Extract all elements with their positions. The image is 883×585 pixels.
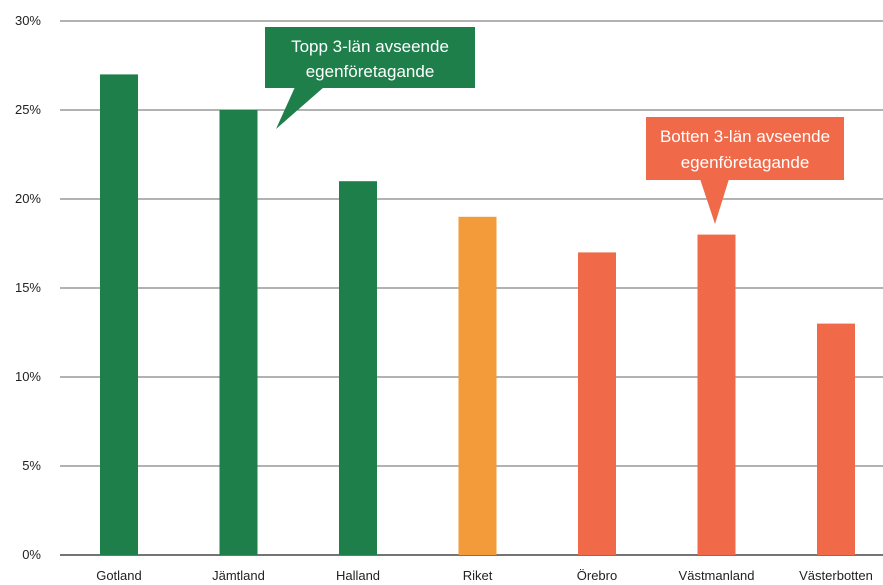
callout-top-pointer [276, 87, 324, 129]
y-tick-label: 10% [15, 369, 41, 384]
gridlines [60, 20, 883, 556]
callout-bottom-box [646, 117, 844, 180]
y-tick-label: 15% [15, 280, 41, 295]
bar [817, 323, 855, 555]
bar [697, 234, 736, 555]
callout-top-line-2: egenföretagande [306, 62, 435, 81]
x-category-label: Halland [336, 568, 380, 583]
callout-bottom-line-1: Botten 3-län avseende [660, 127, 830, 146]
bar [578, 252, 616, 555]
bar [339, 181, 377, 555]
x-category-label: Örebro [577, 568, 617, 583]
bar [219, 110, 258, 555]
bar [458, 216, 497, 556]
y-tick-label: 0% [22, 547, 41, 562]
y-tick-label: 25% [15, 102, 41, 117]
x-category-label: Jämtland [212, 568, 265, 583]
callout-top-box [265, 27, 475, 88]
callout-bottom: Botten 3-län avseende egenföretagande [646, 117, 844, 224]
y-axis-ticks: 0% 5% 10% 15% 20% 25% 30% [15, 13, 41, 562]
x-axis-labels: Gotland Jämtland Halland Riket Örebro Västman… [96, 568, 873, 583]
y-tick-label: 5% [22, 458, 41, 473]
callout-bottom-line-2: egenföretagande [681, 153, 810, 172]
x-category-label: Västerbotten [799, 568, 873, 583]
y-tick-label: 20% [15, 191, 41, 206]
bar [100, 74, 138, 556]
x-category-label: Riket [463, 568, 493, 583]
callout-top-line-1: Topp 3-län avseende [291, 37, 449, 56]
y-tick-label: 30% [15, 13, 41, 28]
callout-bottom-pointer [700, 179, 729, 224]
x-category-label: Gotland [96, 568, 142, 583]
callout-top: Topp 3-län avseende egenföretagande [265, 27, 475, 129]
bars [100, 74, 855, 556]
x-category-label: Västmanland [679, 568, 755, 583]
